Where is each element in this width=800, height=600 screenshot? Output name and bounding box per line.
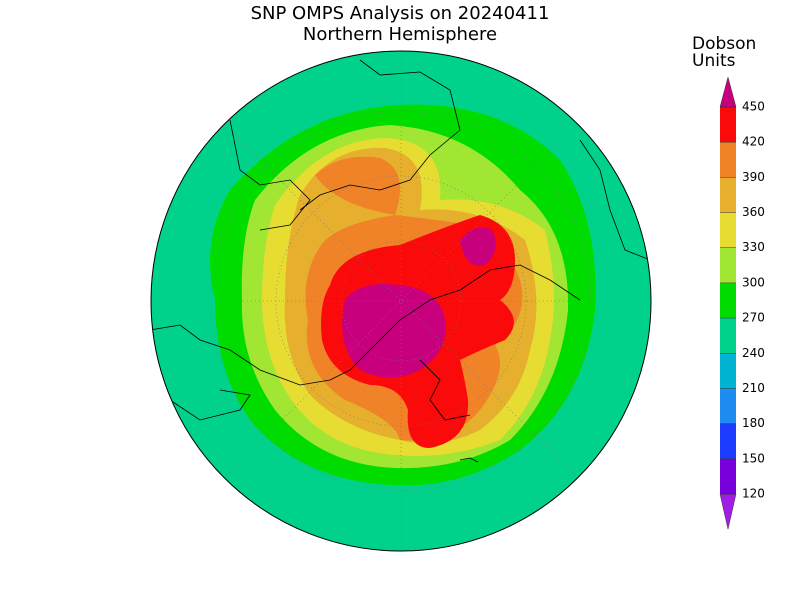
colorbar-segment	[720, 423, 736, 459]
coastlines	[151, 59, 651, 463]
colorbar-tick-label: 390	[742, 170, 765, 184]
colorbar-segment	[720, 318, 736, 354]
colorbar-segment	[720, 107, 736, 143]
colorbar: 120 150 180 210 240 270 300 330 360 390 420 450	[719, 76, 765, 530]
colorbar-tick-label: 150	[742, 451, 765, 465]
colorbar-tick-label: 270	[742, 311, 765, 325]
colorbar-tick-label: 210	[742, 381, 765, 395]
colorbar-tick-label: 420	[742, 135, 765, 149]
colorbar-segment	[720, 353, 736, 389]
colorbar-tick-label: 330	[742, 240, 765, 254]
title: SNP OMPS Analysis on 20240411	[251, 3, 550, 24]
colorbar-segment	[720, 142, 736, 178]
map-border	[150, 50, 652, 552]
colorbar-segment	[720, 177, 736, 213]
subtitle: Northern Hemisphere	[303, 24, 497, 45]
region-450	[342, 284, 446, 378]
colorbar-tick-label: 360	[742, 205, 765, 219]
colorbar-label: Units	[692, 51, 736, 71]
colorbar-tick-label: 120	[742, 487, 765, 501]
colorbar-segment	[720, 458, 736, 494]
colorbar-low	[719, 493, 737, 530]
map-disk	[151, 51, 651, 551]
colorbar-segment	[720, 247, 736, 283]
colorbar-segment	[720, 282, 736, 319]
colorbar-tick-label: 450	[742, 100, 765, 114]
colorbar-tick-label: 240	[742, 346, 765, 360]
colorbar-tick-label: 180	[742, 416, 765, 430]
region-450b	[460, 227, 496, 266]
colorbar-tick-label: 300	[742, 275, 765, 289]
colorbar-segment	[720, 212, 736, 248]
colorbar-label: Dobson	[692, 34, 756, 54]
colorbar-high	[719, 76, 737, 108]
colorbar-segment	[720, 388, 736, 424]
graticule	[151, 51, 651, 551]
